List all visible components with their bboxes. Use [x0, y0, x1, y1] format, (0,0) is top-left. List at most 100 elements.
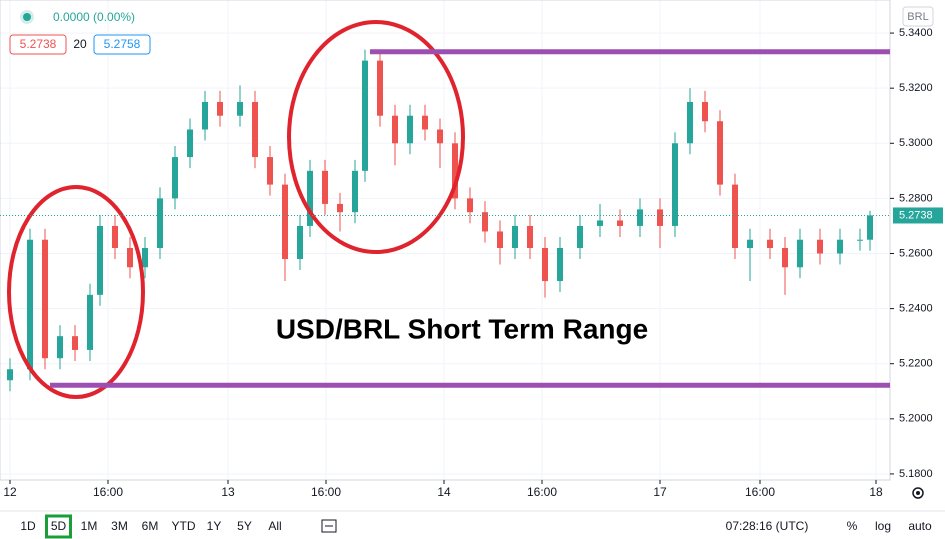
plot-frame	[0, 0, 891, 481]
toolbar: 1D 5D 1M 3M 6M YTD 1Y 5Y All	[20, 514, 282, 539]
annotation: USD/BRL Short Term Range	[276, 313, 648, 344]
percent-toggle[interactable]: %	[847, 519, 858, 533]
currency: BRL	[907, 11, 928, 23]
candle-body	[267, 157, 273, 185]
candles	[7, 49, 873, 392]
candle-body	[437, 129, 443, 144]
candle-body	[157, 198, 163, 248]
range-button[interactable]: 6M	[142, 519, 159, 533]
y-tick-label: 5.3400	[899, 27, 933, 39]
candle-body	[407, 115, 413, 144]
log-toggle[interactable]: log	[875, 519, 891, 533]
y-tick-label: 5.3000	[899, 137, 933, 149]
clock: 07:28:16 (UTC)	[726, 519, 809, 533]
candle-body	[837, 239, 843, 254]
range-button[interactable]: 1Y	[207, 519, 222, 533]
candle-body	[112, 225, 118, 248]
candle-body	[687, 101, 693, 144]
candle-body	[42, 239, 48, 359]
x-tick-label: 16:00	[527, 485, 557, 499]
candle-body	[237, 101, 243, 116]
candle-body	[857, 239, 863, 241]
x-tick-label: 17	[653, 485, 667, 499]
y-tick-label: 5.2000	[899, 413, 933, 425]
candle-body	[97, 225, 103, 295]
x-tick-label: 18	[869, 485, 883, 499]
date-range-icon[interactable]	[321, 519, 337, 533]
candle-body	[767, 239, 773, 248]
currency-box	[902, 6, 934, 27]
candle-body	[352, 170, 358, 213]
candle-body	[252, 101, 258, 158]
x-tick-label: 12	[3, 485, 17, 499]
candle-body	[217, 101, 223, 116]
x-tick-label: 14	[437, 485, 451, 499]
candle-body	[467, 198, 473, 213]
candle-body	[377, 60, 383, 116]
candle-body	[72, 336, 78, 350]
candle-body	[557, 247, 563, 282]
active-range-box	[45, 514, 72, 539]
candle-body	[717, 121, 723, 185]
candle-body	[142, 247, 148, 268]
highlight-ellipse	[287, 20, 465, 254]
last-price-tag	[893, 207, 943, 224]
range-button[interactable]: YTD	[172, 519, 196, 533]
x-tick-label: 16:00	[745, 485, 775, 499]
y-tick-label: 5.2800	[899, 192, 933, 204]
bid-box[interactable]	[9, 34, 67, 55]
status-dot	[23, 13, 31, 21]
bid[interactable]: 5.2738	[20, 37, 57, 51]
settings-icon[interactable]	[912, 487, 924, 499]
candle-body	[657, 209, 663, 226]
candle-body	[867, 215, 873, 240]
y-tick-label: 5.2600	[899, 247, 933, 259]
grid	[0, 0, 890, 480]
candle-body	[362, 60, 368, 171]
candle-body	[187, 129, 193, 158]
candle-body	[202, 101, 208, 130]
last-price-label: 5.2738	[899, 209, 933, 221]
candle-body	[617, 220, 623, 226]
candle-body	[527, 225, 533, 248]
range-button[interactable]: 3M	[111, 519, 128, 533]
candle-body	[322, 170, 328, 204]
y-tick-label: 5.1800	[899, 468, 933, 480]
ask-box[interactable]	[93, 34, 151, 55]
x-tick-label: 13	[221, 485, 235, 499]
candle-body	[27, 239, 33, 370]
candle-body	[512, 225, 518, 248]
candle-body	[7, 369, 13, 381]
candle-body	[307, 170, 313, 226]
status-halo	[20, 10, 34, 24]
x-tick-label: 16:00	[311, 485, 341, 499]
candle-body	[732, 184, 738, 248]
candle-body	[672, 143, 678, 226]
range-button[interactable]: 5D	[51, 519, 67, 533]
candle-body	[817, 239, 823, 254]
candle-body	[452, 143, 458, 199]
y-tick-label: 5.2200	[899, 358, 933, 370]
range-button[interactable]: 1D	[20, 519, 36, 533]
range-button[interactable]: 5Y	[237, 519, 252, 533]
candle-body	[577, 225, 583, 248]
range-button[interactable]: 1M	[81, 519, 98, 533]
candle-body	[702, 101, 708, 122]
highlight-ellipse	[7, 185, 145, 399]
candle-body	[337, 203, 343, 213]
candle-body	[172, 157, 178, 199]
candle-body	[747, 239, 753, 248]
candle-body	[127, 247, 133, 268]
range-button[interactable]: All	[268, 519, 281, 533]
candle-body	[637, 209, 643, 226]
candle-body	[87, 294, 93, 350]
candle-body	[597, 220, 603, 226]
ask[interactable]: 5.2758	[104, 37, 141, 51]
y-tick-label: 5.2400	[899, 303, 933, 315]
auto-toggle[interactable]: auto	[908, 519, 932, 533]
candle-body	[497, 231, 503, 248]
candle-body	[797, 239, 803, 268]
candle-body	[57, 336, 63, 359]
candle-body	[542, 247, 548, 282]
